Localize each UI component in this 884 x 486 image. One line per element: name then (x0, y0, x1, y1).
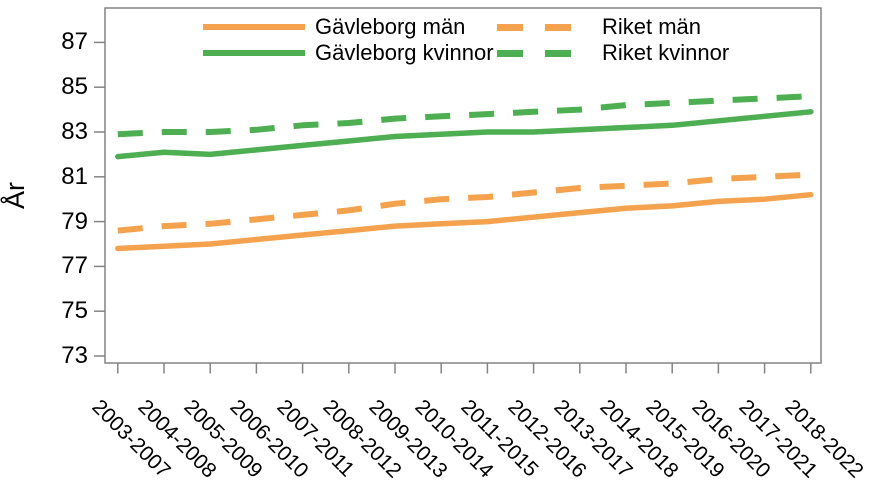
legend-swatch-riket-man-dashed-line (497, 23, 571, 31)
y-axis-tick-label: 87 (61, 28, 88, 56)
legend-swatch-riket-kvinnor-dashed-line (497, 49, 571, 57)
y-axis-tick-label: 85 (61, 73, 88, 101)
legend-swatch-gavleborg-man-solid-line (203, 24, 305, 30)
series-line-gavleborg-man (115, 191, 814, 252)
legend-label-gavleborg-man: Gävleborg män (315, 14, 466, 39)
y-axis-title: År (0, 182, 30, 209)
series-line-riket-kvinnor (117, 93, 811, 138)
legend-row: Gävleborg kvinnor Riket kvinnor (203, 40, 729, 66)
y-axis-tick-label: 83 (61, 118, 88, 145)
y-axis-tick-label: 75 (61, 297, 88, 325)
y-axis-tick-label: 81 (61, 162, 88, 190)
series-line-riket-man (117, 171, 811, 234)
legend-label-gavleborg-kvinnor: Gävleborg kvinnor (315, 40, 494, 65)
legend-label-riket-kvinnor: Riket kvinnor (602, 40, 730, 65)
legend-label-riket-man: Riket män (602, 14, 702, 39)
legend-row: Gävleborg män Riket män (203, 14, 729, 40)
y-axis-tick-label: 79 (61, 207, 88, 235)
series-line-gavleborg-kvinnor (115, 109, 814, 160)
y-axis-tick-label: 77 (61, 252, 88, 280)
plot-border (104, 7, 822, 364)
legend: Gävleborg män Riket män Gävleborg kvinno… (203, 14, 729, 66)
y-axis-tick-label: 73 (61, 342, 88, 369)
legend-swatch-gavleborg-kvinnor-solid-line (203, 50, 305, 56)
